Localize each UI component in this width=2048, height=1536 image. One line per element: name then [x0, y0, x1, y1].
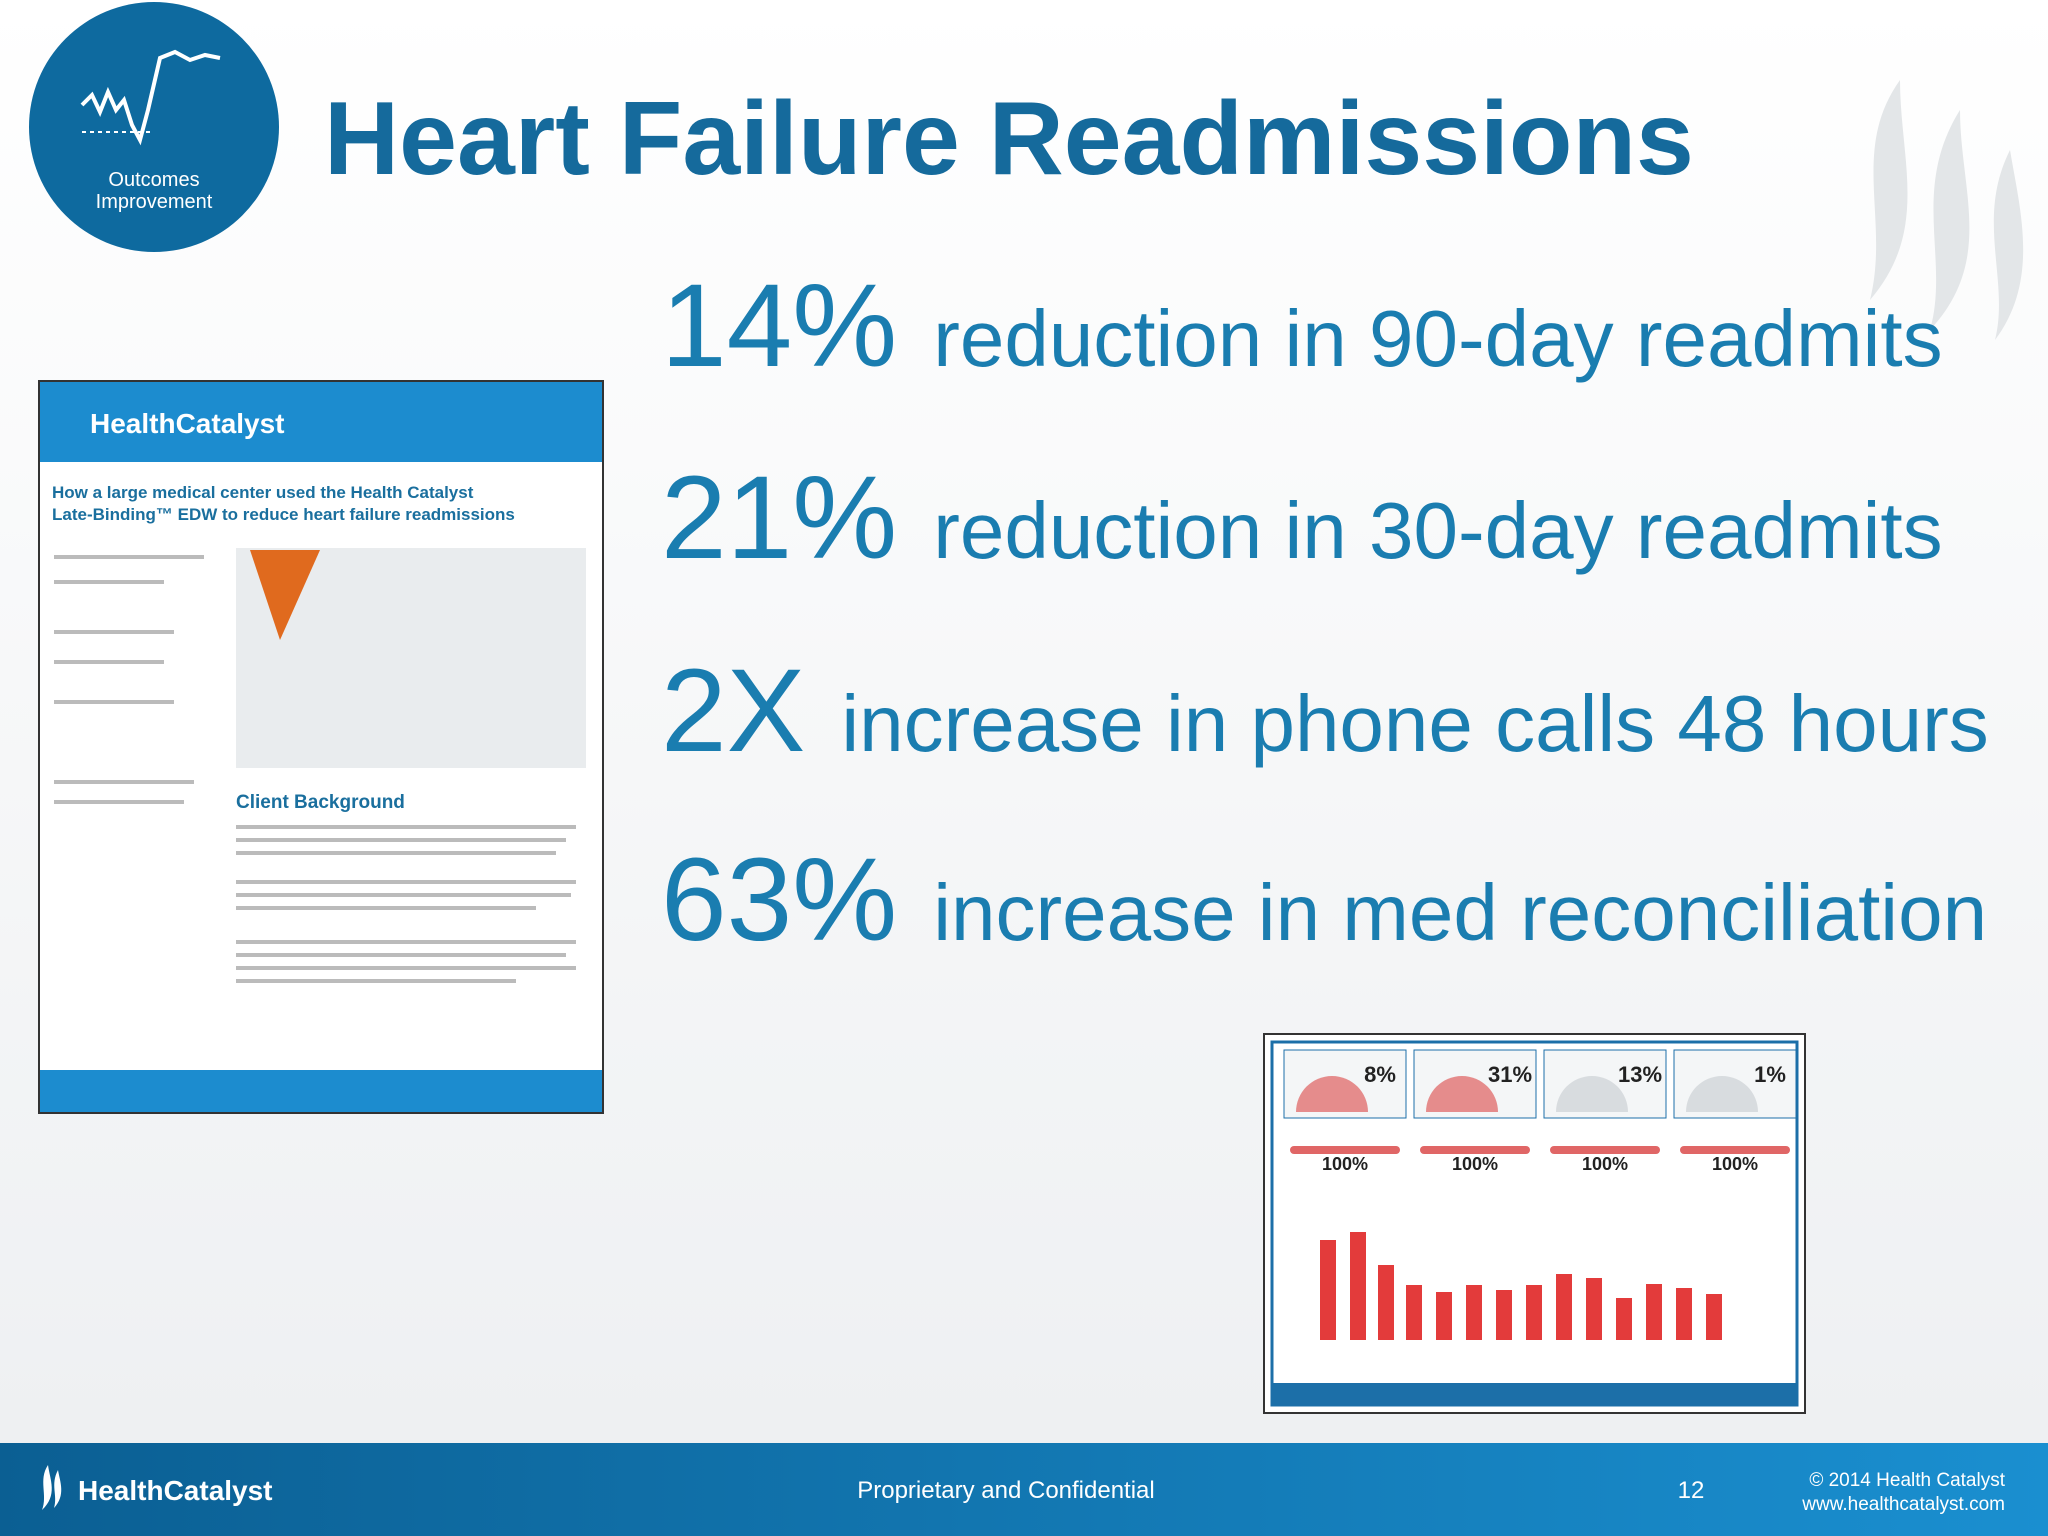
gauge-value: 13% — [1618, 1062, 1662, 1087]
thumbnail-brand: HealthCatalyst — [90, 408, 285, 439]
gauge-value: 8% — [1364, 1062, 1396, 1087]
stat-text: reduction in 90-day readmits — [933, 294, 1942, 383]
footer-logo — [42, 1465, 62, 1510]
rate-value: 100% — [1712, 1154, 1758, 1174]
gauge-dial — [1296, 1076, 1368, 1112]
thumbnail-header — [40, 382, 602, 462]
dashboard-thumbnail: 8% 100% 31% 100% 13% 100% 1% 100% — [1263, 1033, 1806, 1414]
rate-value: 100% — [1322, 1154, 1368, 1174]
footer-center: Proprietary and Confidential — [857, 1477, 1155, 1504]
stat-figure: 14% — [661, 260, 897, 392]
badge-text: Improvement — [96, 191, 213, 213]
stat-figure: 63% — [661, 834, 897, 966]
stat-text: increase in phone calls 48 hours — [841, 679, 1988, 768]
dashboard-bars — [1320, 1232, 1722, 1340]
rate-bar — [1420, 1146, 1530, 1154]
copyright: © 2014 Health Catalyst — [1809, 1470, 2005, 1491]
thumbnail-headline: How a large medical center used the Heal… — [52, 483, 474, 502]
website: www.healthcatalyst.com — [1801, 1494, 2005, 1515]
badge-icon — [80, 49, 221, 146]
stat-figure: 2X — [661, 645, 805, 777]
stat-text: increase in med reconciliation — [933, 868, 1987, 957]
rate-value: 100% — [1582, 1154, 1628, 1174]
thumbnail-photo — [250, 550, 320, 640]
gauge-dial — [1426, 1076, 1498, 1112]
gauge-dial — [1556, 1076, 1628, 1112]
gauge-value: 1% — [1754, 1062, 1786, 1087]
rate-bar — [1290, 1146, 1400, 1154]
page-number: 12 — [1678, 1477, 1705, 1504]
rate-value: 100% — [1452, 1154, 1498, 1174]
stat-figure: 21% — [661, 452, 897, 584]
rate-bar — [1550, 1146, 1660, 1154]
dashboard-footer — [1272, 1383, 1797, 1405]
flame-watermark — [1870, 80, 2024, 340]
thumbnail-text-lines — [54, 555, 576, 983]
footer-bar — [0, 1443, 2048, 1536]
gauge-value: 31% — [1488, 1062, 1532, 1087]
thumbnail-section: Client Background — [236, 792, 405, 813]
stat-text: reduction in 30-day readmits — [933, 486, 1942, 575]
case-study-thumbnail: HealthCatalyst How a large medical cente… — [38, 380, 604, 1114]
rate-bar — [1680, 1146, 1790, 1154]
badge-text: Outcomes — [108, 169, 199, 191]
badge — [29, 2, 279, 252]
title: Heart Failure Readmissions — [324, 81, 1694, 197]
footer-brand: HealthCatalyst — [78, 1475, 273, 1506]
thumbnail-footer — [40, 1070, 602, 1112]
thumbnail-headline: Late-Binding™ EDW to reduce heart failur… — [52, 505, 515, 524]
gauge-dial — [1686, 1076, 1758, 1112]
